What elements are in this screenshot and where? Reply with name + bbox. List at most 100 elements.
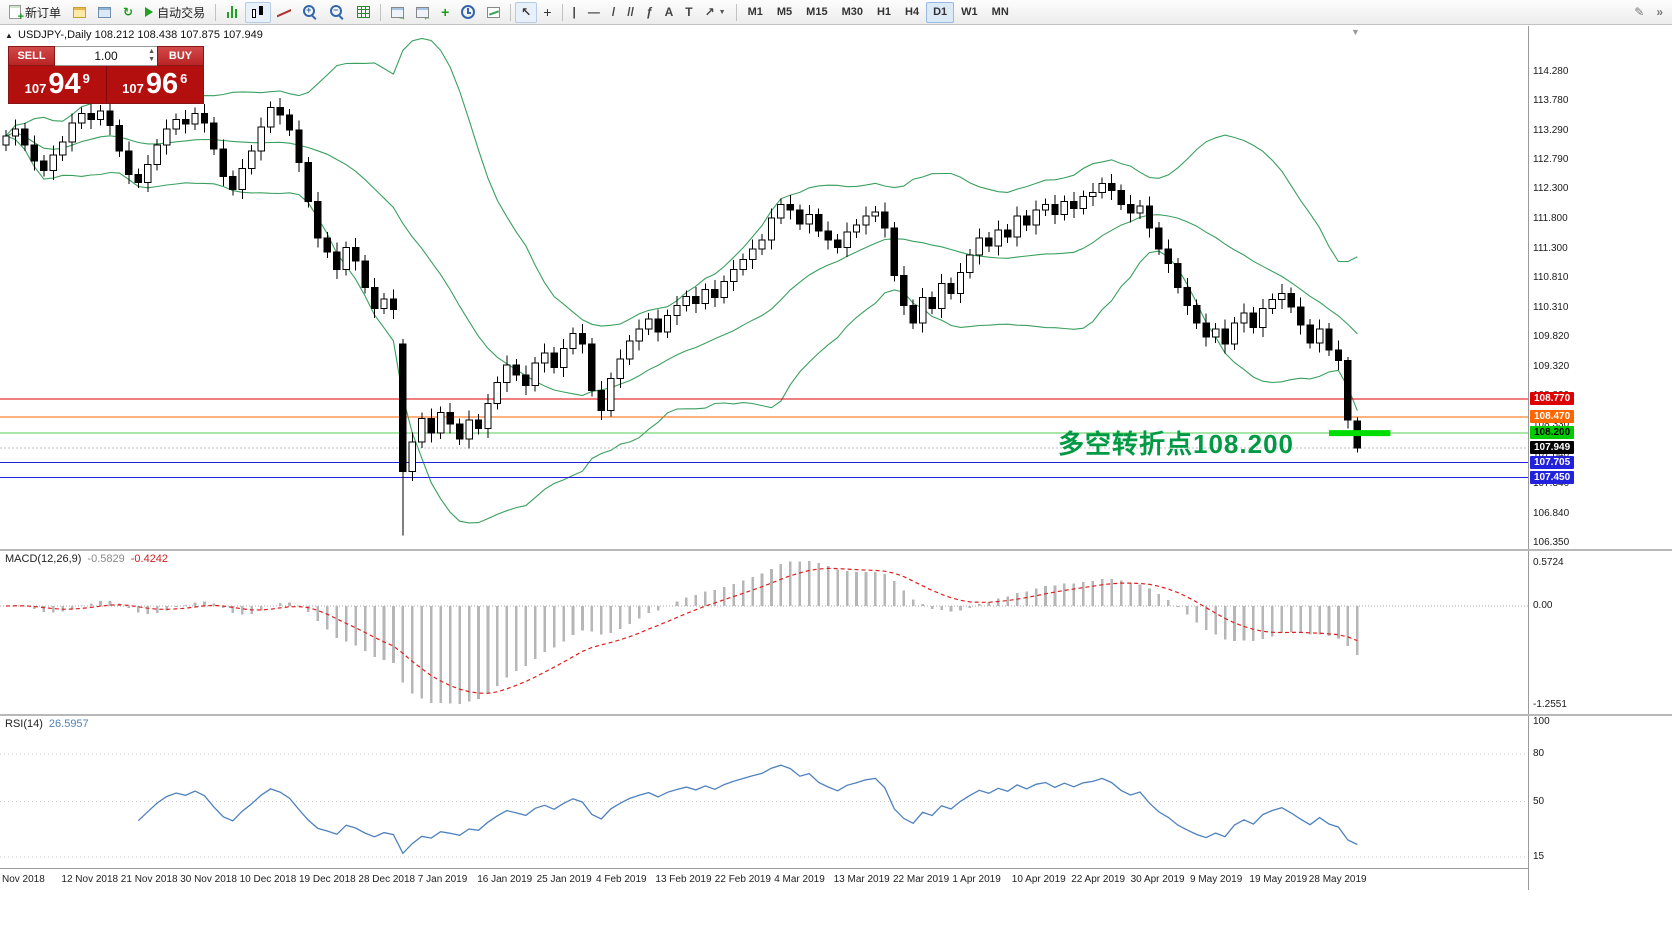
candle — [512, 364, 520, 376]
sell-price[interactable]: 107 94 9 — [9, 66, 107, 103]
timeframe-h1-button[interactable]: H1 — [876, 6, 892, 18]
timeframe-m1-button[interactable]: M1 — [747, 6, 763, 18]
rsi-canvas[interactable] — [0, 716, 1528, 868]
toolbar-overflow-button[interactable]: » — [1650, 2, 1669, 23]
channel-tool-button[interactable]: // — [621, 2, 640, 23]
spinner-down-icon[interactable]: ▼ — [148, 56, 155, 63]
candle — [862, 215, 870, 226]
candle — [1315, 328, 1324, 344]
candle — [824, 230, 832, 241]
macd-axis-tick: -1.2551 — [1533, 699, 1567, 710]
candle — [909, 304, 917, 324]
zoom-out-button[interactable]: − — [324, 2, 351, 23]
candle — [1022, 215, 1031, 226]
timeframe-m5-button[interactable]: M5 — [776, 6, 793, 18]
text-label-icon: T — [685, 5, 693, 19]
text-label-tool-button[interactable]: T — [679, 2, 698, 23]
arrows-tool-button[interactable]: ↗ ▼ — [699, 2, 732, 23]
auto-scroll-button[interactable] — [385, 2, 410, 23]
new-order-label: 新订单 — [25, 5, 62, 20]
fibonacci-icon: ƒ — [645, 5, 653, 19]
candle — [1107, 182, 1116, 192]
candle — [144, 163, 152, 183]
timeframe-w1-button[interactable]: W1 — [961, 6, 978, 18]
buy-price[interactable]: 107 96 6 — [107, 66, 204, 103]
refresh-button[interactable]: ↻ — [117, 2, 139, 23]
candle — [748, 248, 757, 261]
price-axis[interactable]: 114.280 113.780 113.290 112.790 112.300 111.8… — [1528, 26, 1672, 890]
tile-windows-icon — [357, 6, 371, 18]
toolbar-separator — [561, 3, 563, 21]
timeframe-m30-button[interactable]: M30 — [841, 6, 863, 18]
panel-separator[interactable] — [0, 714, 1672, 716]
vertical-line-tool-button[interactable]: | — [567, 2, 582, 23]
candle — [900, 275, 908, 306]
new-order-button[interactable]: 新订单 — [3, 2, 67, 23]
rsi-axis-tick: 80 — [1533, 748, 1545, 759]
zoom-in-button[interactable]: + — [297, 2, 324, 23]
price-badge-108.470: 108.470 — [1530, 410, 1575, 424]
candle — [767, 217, 776, 241]
horizontal-line-tool-button[interactable]: — — [582, 2, 606, 23]
macd-canvas[interactable] — [0, 551, 1528, 714]
spinner-up-icon[interactable]: ▲ — [148, 48, 155, 55]
crosshair-icon: + — [543, 4, 552, 20]
chart-shift-button[interactable] — [410, 2, 435, 23]
toolbar-separator — [215, 3, 217, 21]
price-tick: 106.840 — [1533, 507, 1570, 519]
profiles-button[interactable] — [92, 2, 117, 23]
candle — [559, 348, 568, 369]
candle — [607, 377, 615, 412]
trendline-tool-button[interactable]: / — [606, 2, 621, 23]
timeframe-m15-button[interactable]: M15 — [806, 6, 828, 18]
quick-edit-button[interactable]: ✎ — [1628, 2, 1650, 23]
new-chart-button[interactable] — [67, 2, 92, 23]
price-tick: 112.790 — [1533, 154, 1569, 166]
candle — [446, 411, 454, 425]
panel-separator[interactable] — [0, 549, 1672, 551]
pivot-annotation[interactable]: 多空转折点108.200 — [1058, 429, 1294, 459]
time-axis[interactable]: Nov 2018 12 Nov 2018 21 Nov 2018 30 Nov 201… — [0, 869, 1528, 890]
fibonacci-tool-button[interactable]: ƒ — [640, 2, 659, 23]
bar-chart-mode-button[interactable] — [220, 2, 245, 23]
toolbar-separator — [510, 3, 512, 21]
rsi-axis-tick: 15 — [1533, 850, 1545, 862]
timeframe-mn-button[interactable]: MN — [991, 6, 1009, 18]
cursor-icon: ↖ — [521, 5, 532, 19]
sell-button[interactable]: SELL — [8, 46, 55, 66]
autotrading-play-icon — [145, 7, 154, 17]
chart-shift-marker[interactable]: ▼ — [1351, 27, 1360, 37]
candle — [805, 213, 813, 225]
price-chart-canvas[interactable] — [0, 26, 1528, 549]
crosshair-tool-button[interactable]: + — [537, 2, 557, 23]
candle — [370, 287, 379, 309]
buy-button[interactable]: BUY — [157, 46, 204, 66]
timeframe-d1-button[interactable]: D1 — [926, 1, 955, 23]
line-chart-mode-button[interactable] — [271, 2, 297, 23]
candle — [994, 229, 1002, 247]
date-label: 4 Feb 2019 — [596, 874, 647, 885]
volume-spinner[interactable]: ▲ ▼ — [148, 48, 155, 64]
candle — [342, 247, 350, 271]
cursor-tool-button[interactable]: ↖ — [515, 1, 538, 23]
text-tool-button[interactable]: A — [659, 2, 680, 23]
trade-panel-toggle[interactable]: ▲ — [5, 31, 13, 40]
rsi-axis-tick: 50 — [1533, 795, 1545, 807]
templates-button[interactable] — [481, 2, 506, 23]
macd-name: MACD(12,26,9) — [5, 553, 82, 565]
toolbar: 新订单 ↻ 自动交易 + − + — [0, 0, 1672, 25]
bollinger-lower-band — [5, 135, 1358, 524]
periods-button[interactable] — [455, 2, 481, 23]
candle — [172, 118, 180, 130]
candle — [2, 135, 10, 146]
candle — [49, 154, 57, 171]
volume-field[interactable]: 1.00 ▲ ▼ — [55, 46, 157, 66]
candle — [200, 112, 209, 124]
indicators-button[interactable]: + — [435, 2, 455, 23]
candle — [1268, 298, 1276, 309]
timeframe-h4-button[interactable]: H4 — [905, 6, 920, 18]
candle — [1126, 203, 1135, 214]
tile-windows-button[interactable] — [351, 2, 376, 23]
candle-chart-mode-button[interactable] — [245, 1, 272, 23]
autotrading-button[interactable]: 自动交易 — [139, 2, 211, 23]
